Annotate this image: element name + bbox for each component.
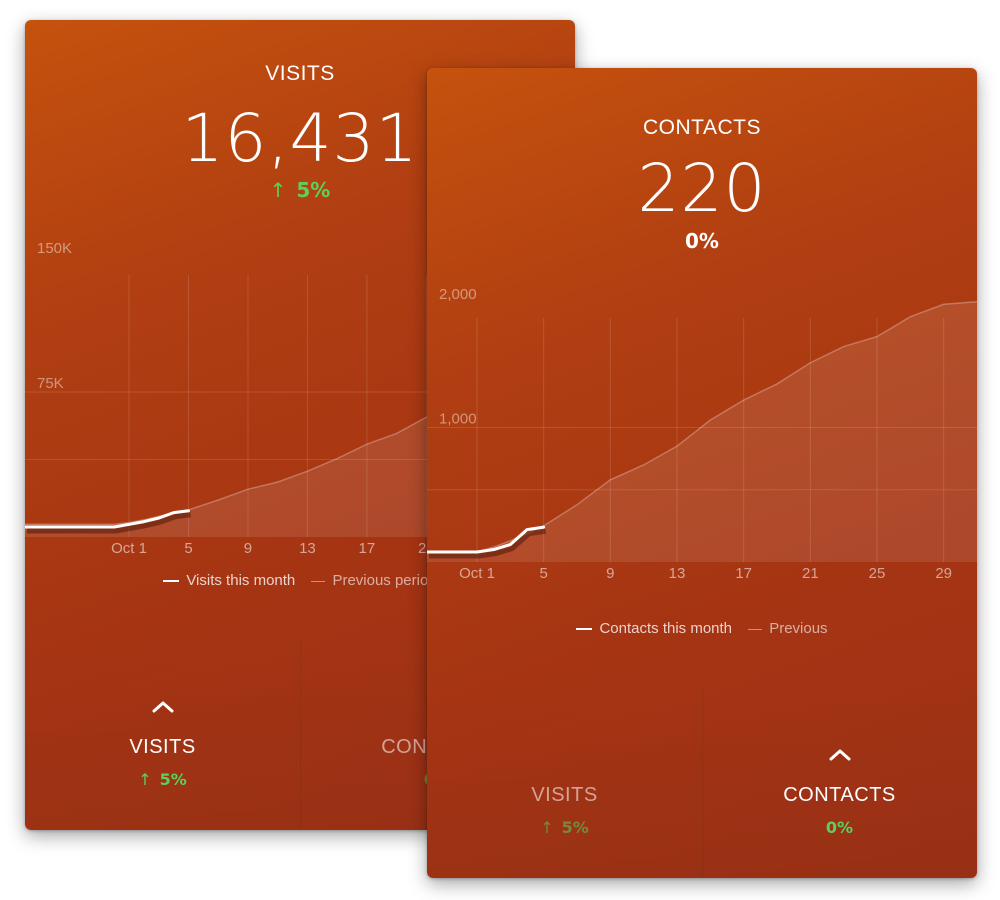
chevron-up-icon: [25, 700, 300, 718]
contacts-card: CONTACTS 220 0% 2,000 1,000 Oct 1 5 9 13 17 21 2…: [427, 68, 977, 878]
x-tick-label: 9: [244, 540, 252, 557]
chart-legend: Visits this month Previous period: [25, 572, 575, 589]
current-period-line: [25, 509, 191, 529]
y-tick-label: 2,000: [439, 286, 477, 303]
legend-current: Visits this month: [163, 572, 295, 589]
x-tick-label: 29: [935, 565, 952, 582]
y-tick-label: 1,000: [439, 411, 477, 428]
legend-line-swatch: [576, 628, 593, 631]
tab-label: VISITS: [531, 784, 598, 806]
contacts-chart: 2,000 1,000 Oct 1 5 9 13 17 21 25 29: [427, 286, 977, 582]
current-period-line: [427, 525, 546, 554]
metric-value: 220: [637, 150, 767, 227]
x-tick-label: 5: [184, 540, 192, 557]
metric-change: 0%: [427, 231, 977, 251]
metric-title: VISITS: [265, 62, 335, 85]
arrow-up-icon: ↑: [269, 178, 287, 202]
previous-period-area: [427, 301, 977, 562]
metric-title: CONTACTS: [643, 116, 761, 139]
metric-value: 16,431: [181, 100, 419, 177]
tab-visits[interactable]: VISITS ↑ 5%: [427, 686, 703, 878]
arrow-up-icon: ↑: [138, 770, 152, 789]
x-tick-label: 17: [735, 565, 752, 582]
change-percent: 0%: [685, 229, 719, 253]
legend-line-swatch: [163, 580, 180, 583]
current-line-shadow: [429, 528, 547, 559]
legend-line-swatch: [311, 580, 326, 582]
chart-legend: Contacts this month Previous: [427, 620, 977, 637]
x-tick-label: Oct 1: [111, 540, 147, 557]
x-tick-label: 9: [606, 565, 614, 582]
tab-change: ↑ 5%: [138, 770, 187, 789]
tab-contacts[interactable]: CONTACTS 0%: [702, 686, 977, 878]
y-tick-label: 75K: [37, 375, 64, 392]
x-tick-label: 5: [539, 565, 547, 582]
x-tick-label: 13: [299, 540, 316, 557]
tab-change: ↑ 5%: [540, 818, 589, 837]
arrow-up-icon: ↑: [540, 818, 554, 837]
tab-label: CONTACTS: [783, 784, 896, 806]
legend-current: Contacts this month: [576, 620, 732, 637]
tab-visits[interactable]: VISITS ↑ 5%: [25, 638, 301, 830]
tab-change: 0%: [825, 818, 854, 837]
y-tick-label: 150K: [37, 240, 72, 257]
x-tick-label: 21: [802, 565, 819, 582]
x-tick-label: 25: [869, 565, 886, 582]
x-tick-label: 17: [359, 540, 376, 557]
metric-change: ↑ 5%: [25, 180, 575, 200]
legend-previous: Previous period: [311, 572, 437, 589]
previous-period-line: [427, 301, 977, 553]
chevron-up-icon: [702, 748, 977, 766]
x-tick-label: Oct 1: [459, 565, 495, 582]
tab-label: VISITS: [129, 736, 196, 758]
change-percent: 5%: [296, 178, 331, 202]
metric-tabs: VISITS ↑5% CONTACTS 0%: [427, 686, 977, 878]
legend-previous: Previous: [748, 620, 828, 637]
legend-line-swatch: [748, 628, 763, 630]
current-line-shadow: [27, 512, 191, 534]
x-tick-label: 13: [669, 565, 686, 582]
